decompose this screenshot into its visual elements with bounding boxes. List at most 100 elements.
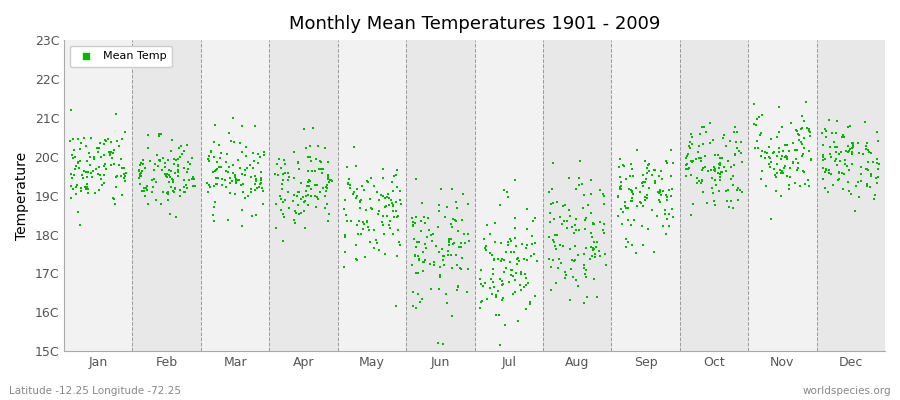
Point (87, 156, 102, 162)
Point (508, 224, 522, 231)
Point (115, 191, 130, 198)
Point (592, 187, 607, 194)
Point (478, 245, 492, 251)
Point (798, 99, 813, 105)
Point (98, 137, 112, 143)
Point (588, 254, 602, 261)
Point (715, 168, 729, 175)
Point (200, 180, 214, 186)
Point (235, 171, 249, 177)
Point (319, 188, 333, 194)
Point (171, 168, 185, 175)
Point (135, 188, 149, 194)
Point (391, 184, 405, 190)
Point (652, 173, 666, 180)
Point (860, 182, 874, 188)
Point (679, 162, 693, 168)
Point (704, 167, 718, 174)
Point (159, 172, 174, 179)
Point (488, 239, 502, 246)
Point (93, 139, 107, 146)
Point (96, 151, 111, 158)
Point (321, 176, 336, 183)
Point (308, 168, 322, 174)
Point (226, 170, 240, 176)
Point (380, 213, 394, 220)
Point (299, 187, 313, 194)
Point (824, 130, 839, 136)
Point (81, 169, 95, 175)
Point (617, 162, 632, 169)
Point (585, 247, 599, 253)
Point (694, 180, 708, 186)
Point (626, 188, 640, 194)
Point (68, 163, 83, 170)
Point (559, 272, 573, 278)
Point (690, 148, 705, 155)
Point (376, 175, 391, 182)
Point (287, 217, 302, 224)
Point (208, 199, 222, 205)
Point (91, 149, 105, 155)
Point (167, 156, 182, 162)
Point (779, 173, 794, 179)
Point (572, 175, 586, 182)
Point (233, 140, 248, 146)
Point (251, 184, 266, 190)
Point (96, 163, 111, 170)
Point (341, 181, 356, 188)
Point (685, 140, 699, 147)
Point (415, 200, 429, 206)
Point (238, 144, 253, 150)
Point (830, 144, 844, 151)
Point (754, 176, 769, 182)
Point (639, 176, 653, 182)
Point (406, 303, 420, 309)
Point (593, 219, 608, 225)
Point (486, 256, 500, 263)
Point (794, 126, 808, 132)
Point (767, 149, 781, 156)
Point (204, 149, 219, 155)
Point (390, 184, 404, 190)
Point (151, 163, 166, 169)
Point (110, 173, 124, 179)
Point (450, 205, 464, 211)
Point (624, 198, 638, 204)
Point (147, 184, 161, 190)
Point (774, 192, 788, 199)
Point (577, 261, 591, 268)
Point (349, 163, 364, 169)
Point (510, 256, 525, 262)
Point (349, 222, 364, 229)
Point (97, 179, 112, 186)
Point (560, 218, 574, 224)
Point (376, 231, 391, 237)
Point (854, 171, 868, 177)
Point (378, 195, 392, 201)
Point (408, 252, 422, 259)
Point (426, 231, 440, 237)
Point (180, 142, 194, 148)
Point (162, 172, 176, 178)
Point (734, 139, 748, 145)
Point (556, 202, 571, 209)
Point (118, 129, 132, 135)
Point (268, 201, 283, 208)
Point (693, 131, 707, 137)
Point (361, 224, 375, 231)
Point (70, 208, 85, 215)
Point (680, 166, 695, 173)
Point (718, 168, 733, 174)
Point (732, 148, 746, 155)
Point (461, 266, 475, 272)
Point (521, 280, 535, 286)
Point (231, 177, 246, 184)
Point (252, 154, 266, 160)
Point (473, 305, 488, 312)
Point (346, 144, 361, 150)
Bar (748, 40, 816, 351)
Point (313, 158, 328, 164)
Bar (269, 40, 338, 351)
Point (69, 184, 84, 190)
